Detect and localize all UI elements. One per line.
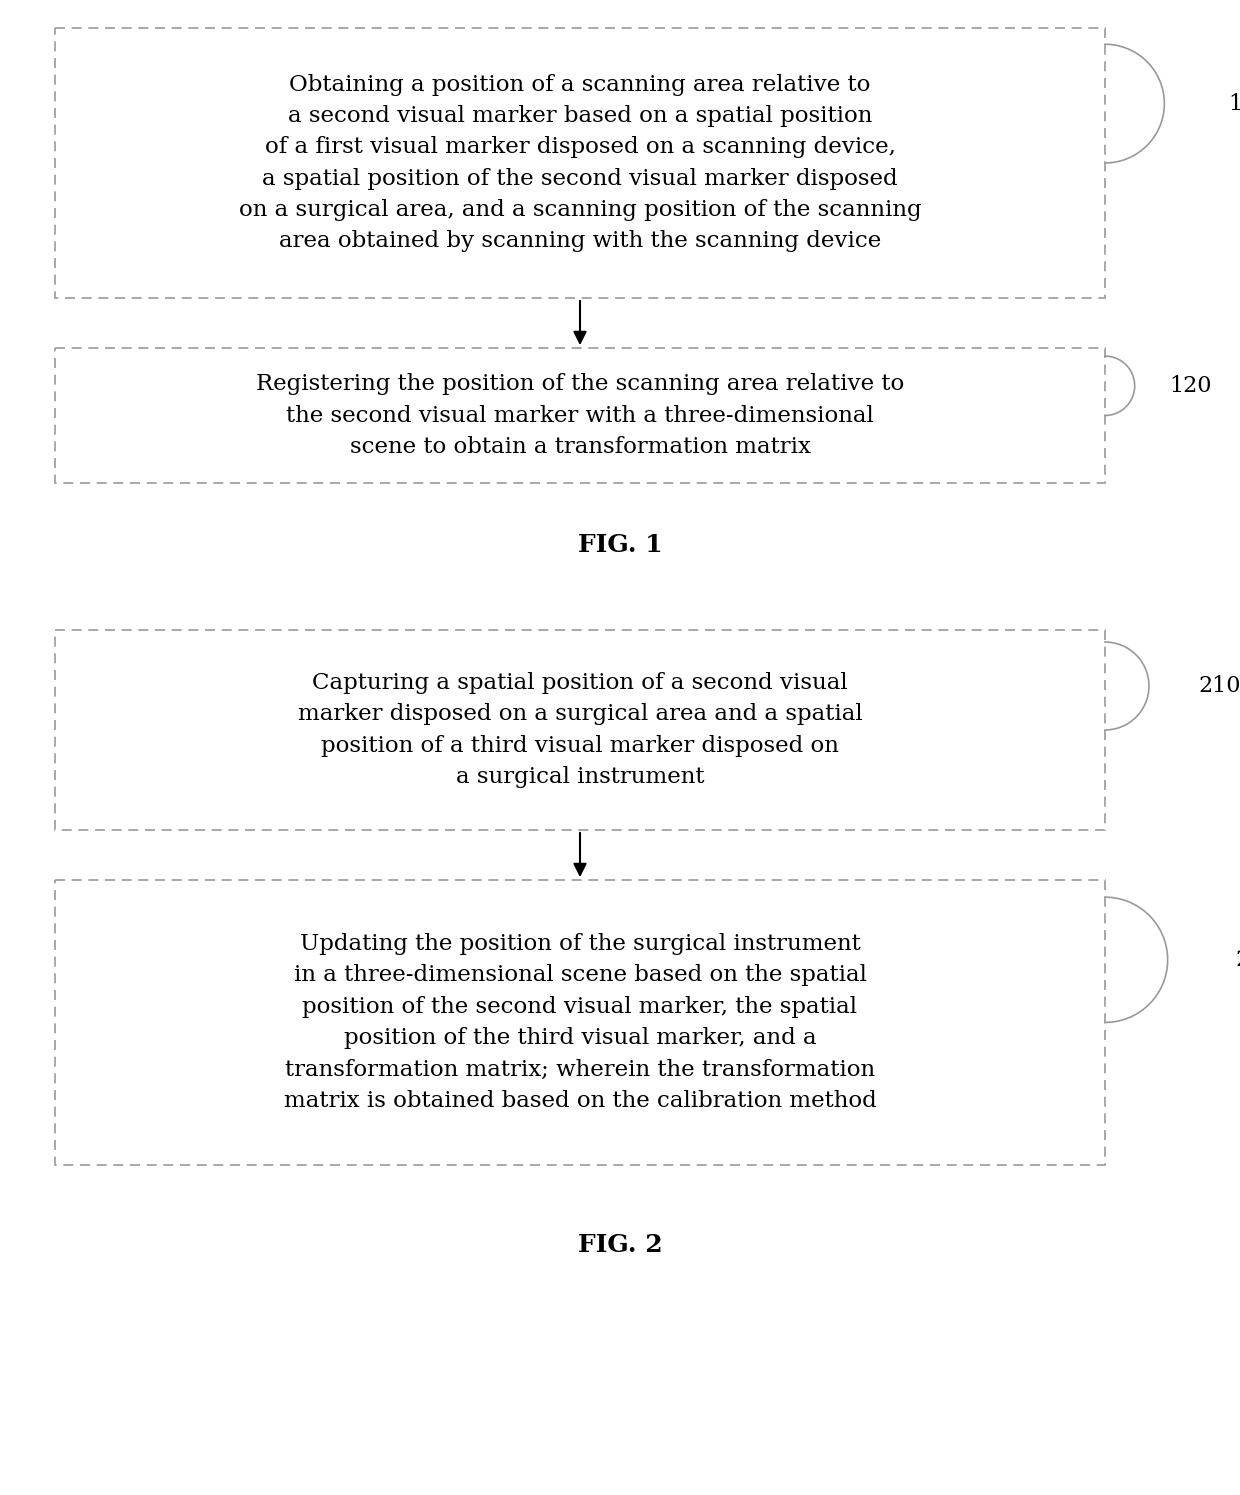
Text: FIG. 2: FIG. 2: [578, 1233, 662, 1257]
Text: FIG. 1: FIG. 1: [578, 534, 662, 558]
Text: Registering the position of the scanning area relative to
the second visual mark: Registering the position of the scanning…: [255, 374, 904, 457]
Bar: [55, 28, 1105, 298]
Bar: [55, 348, 1105, 483]
Bar: [55, 881, 1105, 1165]
Text: Updating the position of the surgical instrument
in a three-dimensional scene ba: Updating the position of the surgical in…: [284, 933, 877, 1112]
Text: Obtaining a position of a scanning area relative to
a second visual marker based: Obtaining a position of a scanning area …: [238, 73, 921, 253]
Text: 110: 110: [1229, 93, 1240, 115]
Bar: [55, 629, 1105, 830]
Text: Capturing a spatial position of a second visual
marker disposed on a surgical ar: Capturing a spatial position of a second…: [298, 671, 862, 788]
Text: 120: 120: [1169, 375, 1211, 396]
Text: 210: 210: [1198, 676, 1240, 697]
Text: 220: 220: [1235, 949, 1240, 970]
